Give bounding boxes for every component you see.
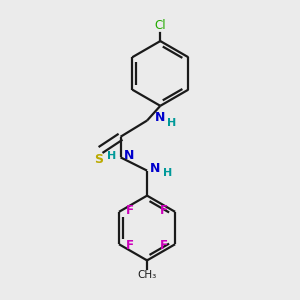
Text: F: F [126,204,134,217]
Text: H: H [167,118,176,128]
Text: F: F [160,239,168,252]
Text: F: F [126,239,134,252]
Text: H: H [107,151,116,161]
Text: H: H [163,168,172,178]
Text: Cl: Cl [154,19,166,32]
Text: N: N [124,149,134,162]
Text: F: F [160,204,168,217]
Text: S: S [94,153,103,166]
Text: N: N [154,111,165,124]
Text: N: N [150,162,160,175]
Text: CH₃: CH₃ [137,270,157,280]
